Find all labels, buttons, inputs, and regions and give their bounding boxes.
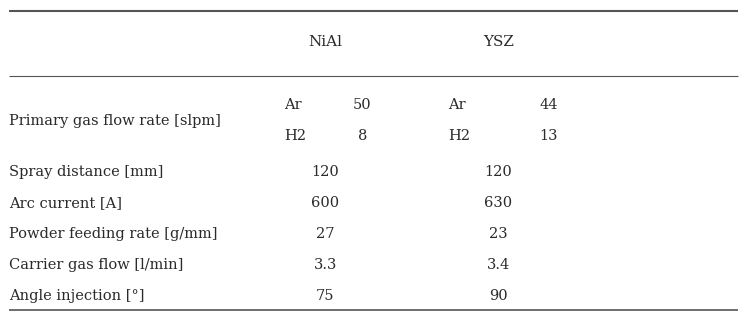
Text: Carrier gas flow [l/min]: Carrier gas flow [l/min] — [9, 258, 183, 272]
Text: 3.3: 3.3 — [314, 258, 337, 272]
Text: H2: H2 — [448, 129, 470, 143]
Text: Arc current [A]: Arc current [A] — [9, 196, 122, 210]
Text: 50: 50 — [353, 98, 372, 112]
Text: Powder feeding rate [g/mm]: Powder feeding rate [g/mm] — [9, 227, 217, 241]
Text: YSZ: YSZ — [483, 35, 514, 49]
Text: 120: 120 — [311, 164, 339, 179]
Text: 120: 120 — [485, 164, 512, 179]
Text: H2: H2 — [284, 129, 306, 143]
Text: 600: 600 — [311, 196, 339, 210]
Text: NiAl: NiAl — [308, 35, 342, 49]
Text: 44: 44 — [539, 98, 558, 112]
Text: Angle injection [°]: Angle injection [°] — [9, 289, 144, 303]
Text: 75: 75 — [316, 289, 335, 303]
Text: 23: 23 — [489, 227, 508, 241]
Text: Ar: Ar — [284, 98, 302, 112]
Text: Spray distance [mm]: Spray distance [mm] — [9, 164, 163, 179]
Text: 27: 27 — [316, 227, 335, 241]
Text: 3.4: 3.4 — [487, 258, 510, 272]
Text: 8: 8 — [358, 129, 367, 143]
Text: 13: 13 — [539, 129, 558, 143]
Text: 90: 90 — [489, 289, 508, 303]
Text: Ar: Ar — [448, 98, 465, 112]
Text: 630: 630 — [485, 196, 512, 210]
Text: Primary gas flow rate [slpm]: Primary gas flow rate [slpm] — [9, 114, 220, 128]
